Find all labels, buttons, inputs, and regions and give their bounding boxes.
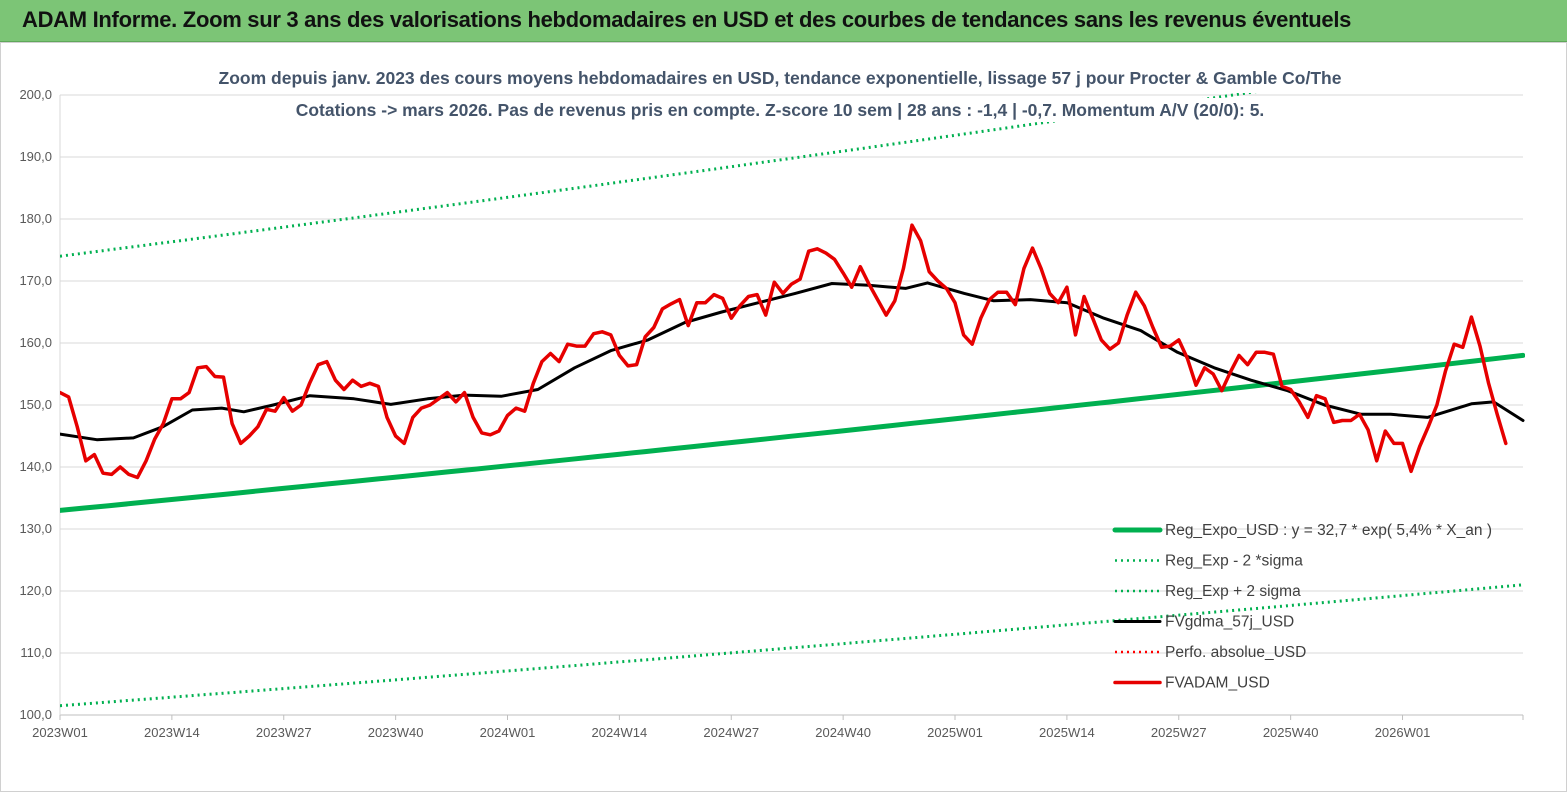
y-tick-label: 100,0: [19, 707, 52, 722]
axes: 100,0 110,0 120,0 130,0 140,0 150,0 160,0 170,0…: [19, 87, 1524, 740]
y-tick-label: 180,0: [19, 211, 52, 226]
legend-label: Perfo. absolue_USD: [1165, 644, 1306, 661]
series-line-5: [60, 223, 1508, 480]
series-line-1: [60, 583, 1524, 708]
x-tick-label: 2024W27: [703, 725, 759, 740]
y-tick-label: 110,0: [20, 645, 52, 660]
chart-title-line-1: Zoom depuis janv. 2023 des cours moyens …: [215, 66, 1345, 90]
series-lines: [60, 93, 1525, 708]
x-tick-label: 2026W01: [1375, 725, 1431, 740]
series-line-0: [60, 352, 1525, 513]
x-tick-label: 2025W14: [1039, 725, 1095, 740]
legend-label: FVgdma_57j_USD: [1165, 614, 1294, 631]
report-title: ADAM Informe. Zoom sur 3 ans des valoris…: [22, 7, 1352, 32]
x-tick-label: 2023W27: [256, 725, 312, 740]
x-tick-label: 2023W40: [368, 725, 424, 740]
y-tick-label: 200,0: [19, 87, 52, 102]
y-tick-label: 170,0: [19, 273, 52, 288]
y-tick-label: 140,0: [19, 459, 52, 474]
x-tick-label: 2023W01: [32, 725, 88, 740]
x-tick-label: 2024W14: [592, 725, 648, 740]
y-tick-label: 120,0: [19, 583, 52, 598]
x-tick-label: 2024W40: [815, 725, 871, 740]
y-tick-label: 160,0: [19, 335, 52, 350]
y-tick-label: 130,0: [19, 521, 52, 536]
series-line-2: [60, 93, 1257, 258]
legend: Reg_Expo_USD : y = 32,7 * exp( 5,4% * X_…: [1112, 522, 1492, 692]
x-tick-label: 2024W01: [480, 725, 536, 740]
x-tick-label: 2025W27: [1151, 725, 1207, 740]
x-tick-label: 2025W40: [1263, 725, 1319, 740]
gridlines: [60, 94, 1523, 654]
x-tick-label: 2023W14: [144, 725, 200, 740]
y-tick-label: 150,0: [19, 397, 52, 412]
chart-title-line-2: Cotations -> mars 2026. Pas de revenus p…: [215, 98, 1345, 122]
legend-label: Reg_Expo_USD : y = 32,7 * exp( 5,4% * X_…: [1165, 522, 1492, 539]
series-line-3: [60, 281, 1525, 442]
legend-label: Reg_Exp - 2 *sigma: [1165, 553, 1303, 570]
report-banner: ADAM Informe. Zoom sur 3 ans des valoris…: [0, 0, 1567, 42]
y-tick-label: 190,0: [19, 149, 52, 164]
x-tick-label: 2025W01: [927, 725, 983, 740]
legend-label: Reg_Exp + 2 sigma: [1165, 583, 1301, 600]
legend-label: FVADAM_USD: [1165, 675, 1270, 692]
